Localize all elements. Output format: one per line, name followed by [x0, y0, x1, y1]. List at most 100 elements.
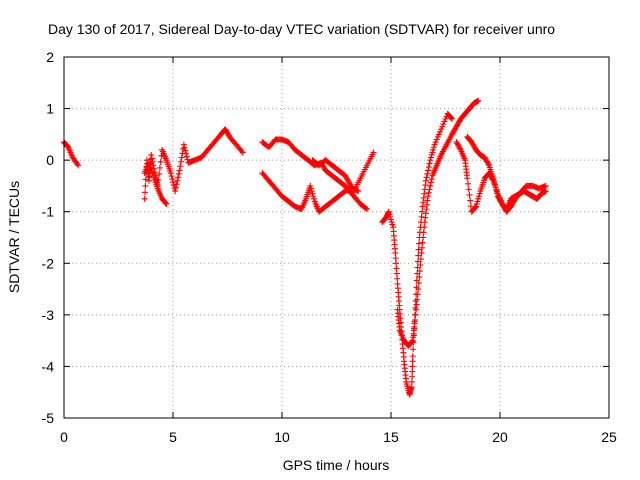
- data-point-marker: [75, 162, 82, 169]
- y-axis-label: SDTVAR / TECUs: [6, 181, 22, 293]
- data-point-marker: [413, 301, 420, 308]
- data-point-marker: [485, 161, 492, 168]
- series-track-6: [309, 149, 377, 195]
- data-point-marker: [392, 255, 399, 262]
- data-point-marker: [448, 115, 455, 122]
- data-point-marker: [420, 234, 427, 241]
- data-point-marker: [239, 149, 246, 156]
- data-point-marker: [472, 204, 479, 211]
- y-tick-label: 2: [46, 49, 54, 65]
- data-point-marker: [411, 317, 418, 324]
- data-point-marker: [422, 177, 429, 184]
- data-point-marker: [408, 384, 415, 391]
- series-track-10: [464, 133, 549, 213]
- data-point-marker: [413, 306, 420, 313]
- data-point-marker: [162, 200, 169, 207]
- data-point-marker: [419, 239, 426, 246]
- data-point-marker: [542, 182, 549, 189]
- data-point-marker: [464, 175, 471, 182]
- data-point-marker: [475, 97, 482, 104]
- data-point-marker: [148, 151, 155, 158]
- data-point-marker: [425, 167, 432, 174]
- data-point-marker: [175, 170, 182, 177]
- data-point-marker: [415, 286, 422, 293]
- data-point-marker: [473, 203, 480, 210]
- data-point-marker: [414, 264, 421, 271]
- data-point-marker: [429, 149, 436, 156]
- data-point-marker: [416, 274, 423, 281]
- data-point-marker: [491, 181, 498, 188]
- data-point-marker: [475, 195, 482, 202]
- data-point-marker: [492, 184, 499, 191]
- data-point-marker: [427, 182, 434, 189]
- data-point-marker: [419, 244, 426, 251]
- data-point-marker: [417, 262, 424, 269]
- data-point-marker: [309, 190, 316, 197]
- data-point-marker: [431, 141, 438, 148]
- data-point-marker: [442, 115, 449, 122]
- y-tick-label: -1: [42, 204, 55, 220]
- y-tick-label: -5: [42, 410, 55, 426]
- data-point-marker: [427, 179, 434, 186]
- data-point-marker: [385, 208, 392, 215]
- data-point-marker: [409, 363, 416, 370]
- data-point-marker: [156, 170, 163, 177]
- data-point-marker: [414, 296, 421, 303]
- data-point-marker: [412, 311, 419, 318]
- data-point-marker: [423, 174, 430, 181]
- data-point-marker: [388, 216, 394, 223]
- data-point-marker: [427, 154, 434, 161]
- data-point-marker: [490, 175, 497, 182]
- data-point-marker: [425, 189, 432, 196]
- data-point-marker: [473, 200, 480, 207]
- data-point-marker: [174, 177, 181, 184]
- data-point-marker: [449, 115, 456, 122]
- x-tick-label: 0: [60, 429, 68, 445]
- data-point-marker: [415, 252, 422, 259]
- data-point-marker: [428, 176, 435, 183]
- data-point-marker: [172, 188, 179, 195]
- data-point-marker: [410, 346, 417, 353]
- data-point-marker: [414, 270, 421, 277]
- data-point-marker: [418, 249, 425, 256]
- data-point-marker: [156, 164, 163, 171]
- series-track-7: [379, 110, 456, 398]
- y-tick-label: 1: [46, 101, 54, 117]
- data-point-marker: [419, 208, 426, 215]
- data-point-marker: [426, 160, 433, 167]
- data-point-marker: [427, 157, 434, 164]
- data-point-marker: [183, 153, 190, 160]
- data-point-marker: [176, 167, 183, 174]
- data-point-marker: [430, 146, 437, 153]
- y-tick-label: -4: [42, 358, 55, 374]
- data-point-marker: [393, 265, 400, 272]
- data-point-marker: [182, 147, 189, 154]
- data-point-marker: [387, 213, 394, 220]
- chart-title: Day 130 of 2017, Sidereal Day-to-day VTE…: [48, 21, 555, 37]
- data-point-marker: [409, 358, 416, 365]
- grid: [64, 57, 609, 418]
- data-point-marker: [308, 188, 315, 195]
- data-point-marker: [409, 338, 416, 345]
- data-point-marker: [364, 206, 371, 213]
- data-point-marker: [415, 246, 422, 253]
- data-point-marker: [493, 187, 500, 194]
- y-tick-label: 0: [46, 152, 54, 168]
- data-point-marker: [177, 158, 184, 165]
- data-point-marker: [430, 144, 437, 151]
- series-track-5: [259, 170, 362, 215]
- data-point-marker: [393, 270, 400, 277]
- data-point-marker: [425, 193, 432, 200]
- series-track-1: [61, 139, 82, 169]
- plot-frame: [63, 56, 610, 419]
- data-point-marker: [420, 229, 427, 236]
- data-point-marker: [465, 186, 472, 193]
- data-point-marker: [172, 184, 179, 191]
- data-point-marker: [408, 378, 415, 385]
- data-point-marker: [310, 193, 317, 200]
- data-point-marker: [142, 182, 149, 189]
- data-point-marker: [362, 205, 369, 212]
- data-point-marker: [177, 163, 184, 170]
- series-track-3: [141, 159, 170, 207]
- data-point-marker: [149, 158, 156, 165]
